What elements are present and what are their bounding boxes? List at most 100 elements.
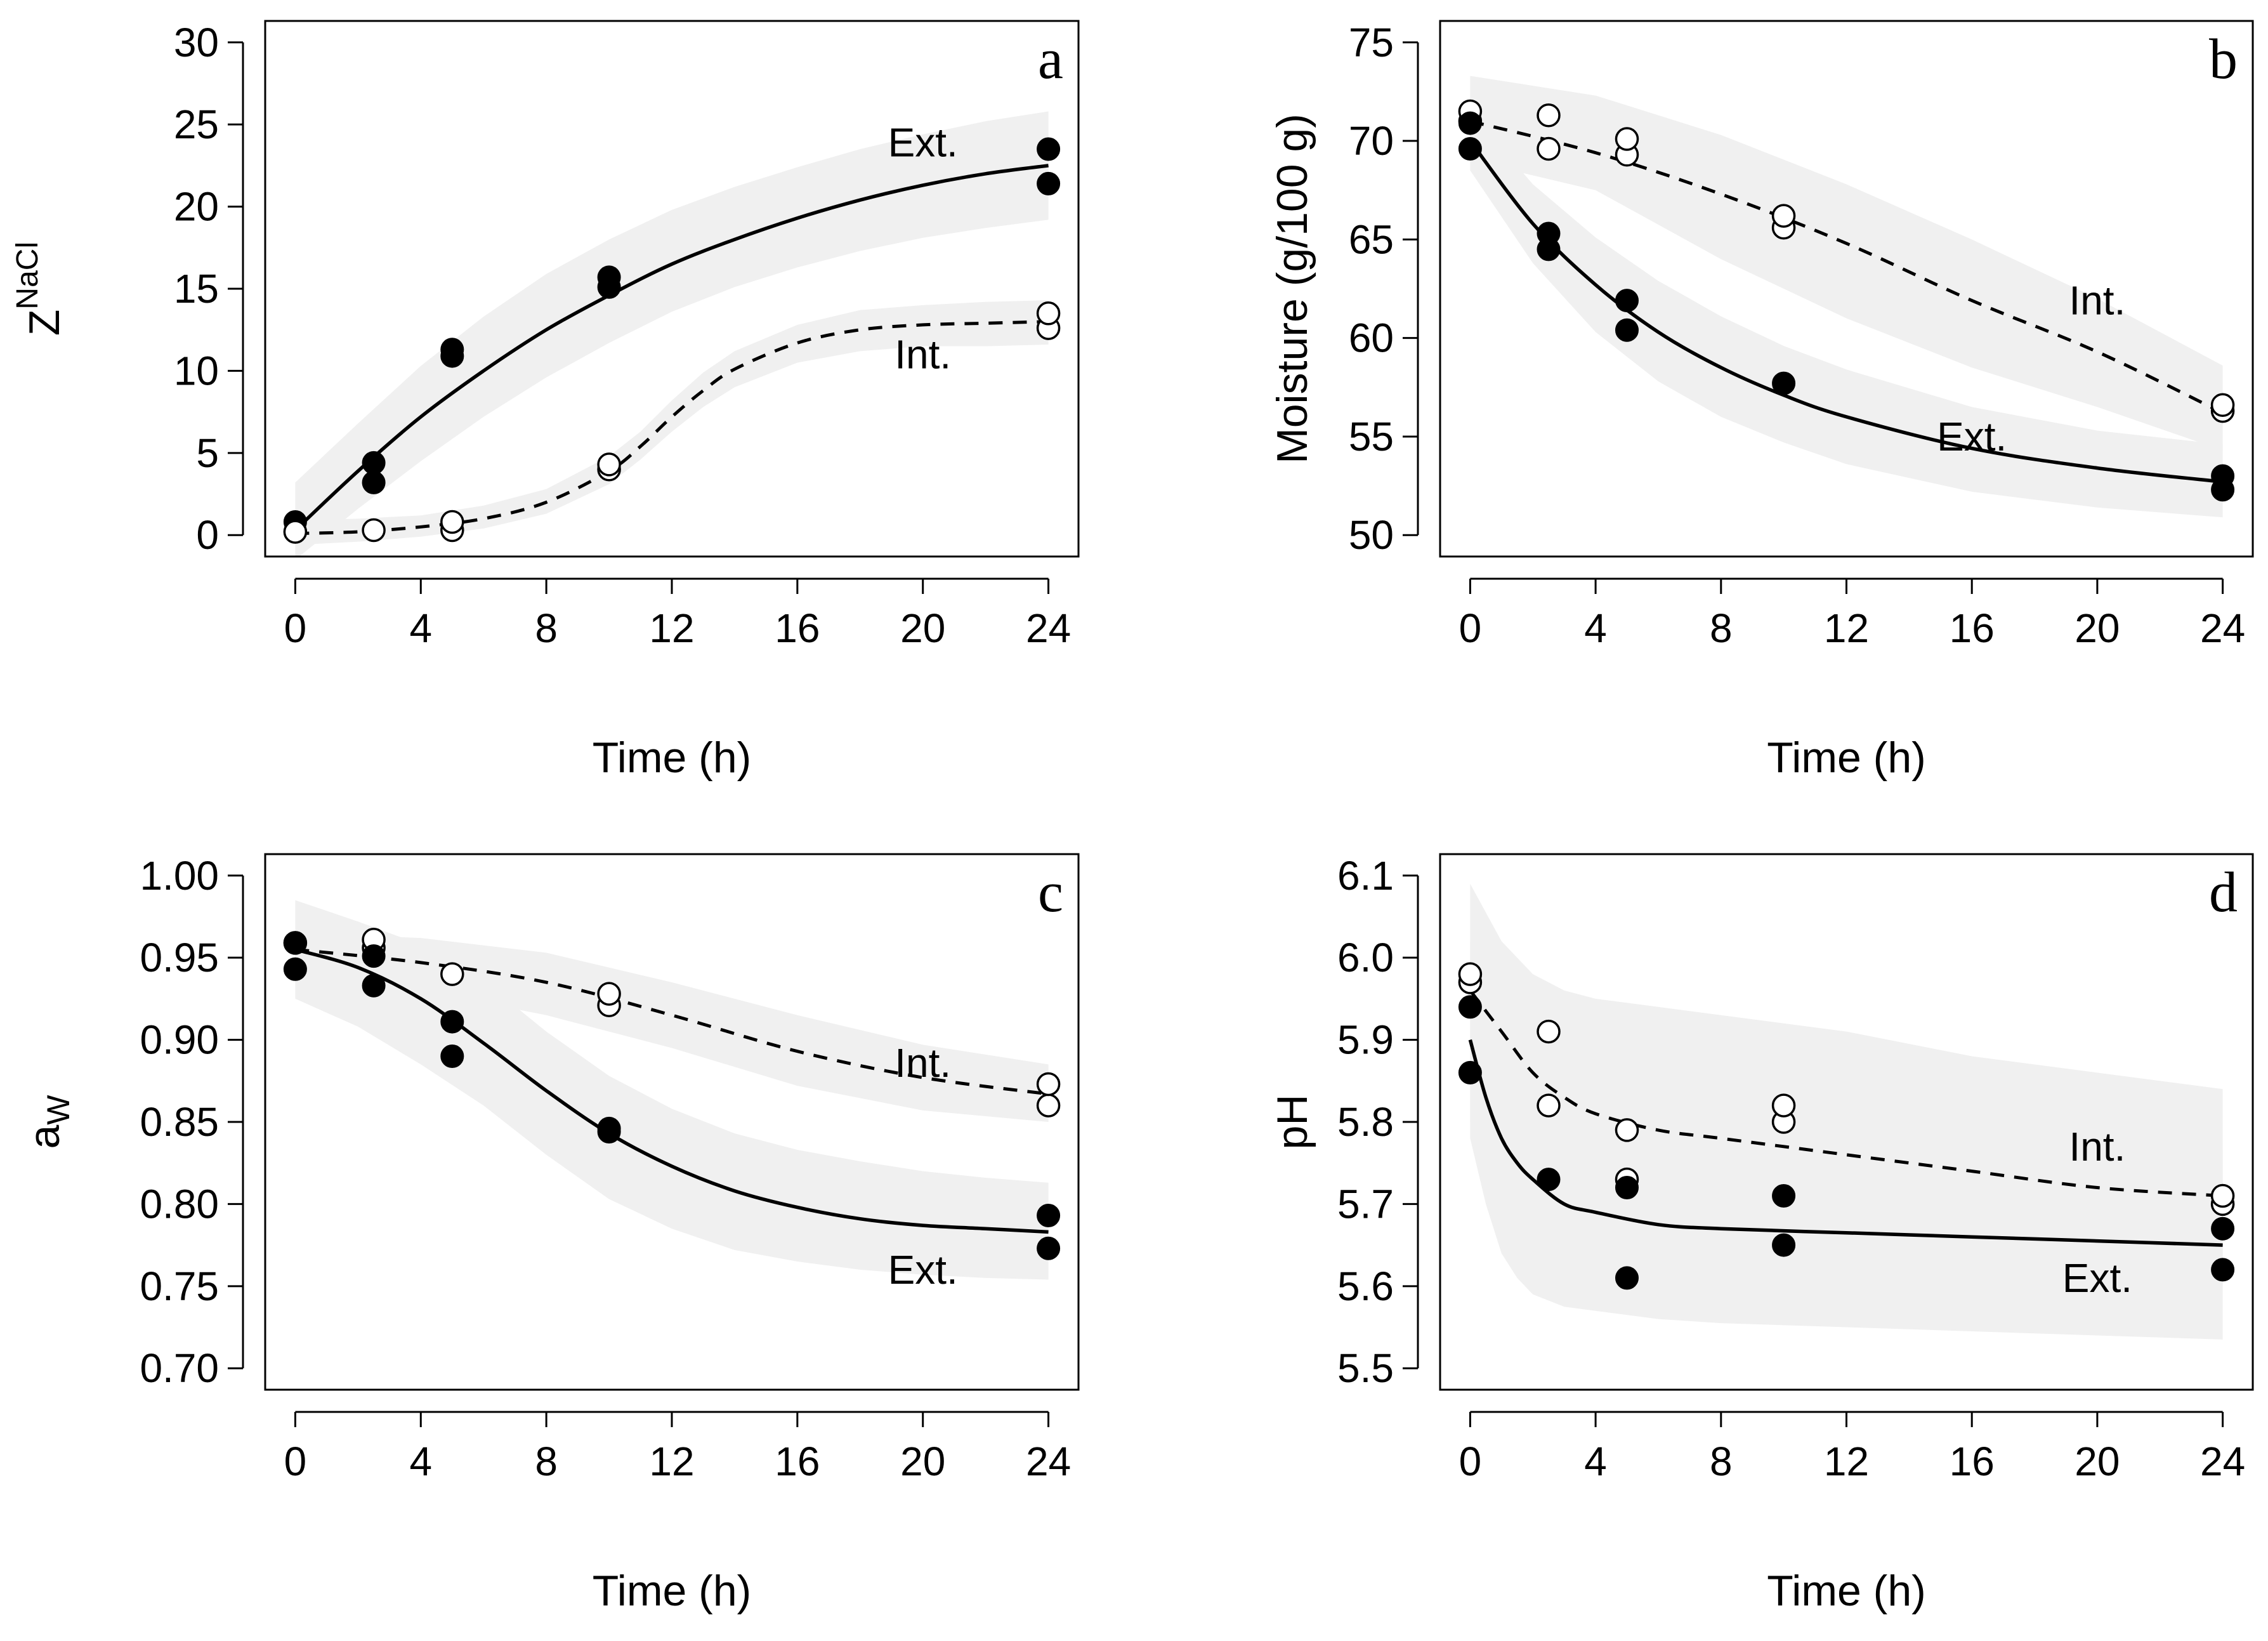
y-axis-title: pH	[1268, 1095, 1316, 1150]
y-tick-label: 6.0	[1337, 935, 1394, 980]
fit-curve-ext	[294, 947, 1049, 1234]
data-point-int	[1537, 136, 1561, 161]
data-point-ext	[1615, 318, 1639, 342]
data-point-ext	[440, 1010, 464, 1034]
data-point-ext	[2211, 1258, 2235, 1282]
x-tick-label: 16	[775, 1439, 820, 1484]
data-point-int	[2210, 393, 2235, 417]
data-point-int	[1615, 1118, 1639, 1142]
x-tick-label: 4	[1584, 1439, 1607, 1484]
y-tick-label: 65	[1349, 216, 1394, 262]
panel-c: 0 4 8 12 16 20 24 0.70 0.75 0.80 0.85 0.90 0.95 1.00 T…	[20, 853, 1080, 1615]
data-point-ext	[597, 1116, 621, 1140]
y-tick-label: 60	[1349, 315, 1394, 361]
x-tick-label: 12	[1824, 1439, 1869, 1484]
x-tick-label: 8	[1710, 1439, 1733, 1484]
panel-a: 0 4 8 12 16 20 24 0 5 10 15 20 25 30 Time (h) ZNaCl a Ext…	[11, 20, 1080, 782]
data-point-ext	[2211, 1216, 2235, 1241]
series-label-ext: Ext.	[888, 1247, 958, 1293]
y-tick-label: 0.80	[140, 1181, 219, 1227]
data-point-ext	[440, 1045, 464, 1068]
data-point-ext	[1037, 1204, 1061, 1227]
data-point-ext	[1772, 371, 1796, 395]
fit-curve-int	[295, 947, 1049, 1096]
y-tick-label: 20	[174, 184, 219, 230]
fit-curve-ext	[1468, 1039, 2223, 1247]
x-axis-title: Time (h)	[593, 734, 752, 782]
x-tick-label: 12	[1824, 605, 1869, 651]
data-point-ext	[1458, 995, 1482, 1019]
data-point-ext	[1458, 1060, 1482, 1084]
y-axis-title-main: a	[20, 1125, 69, 1149]
y-tick-label: 0.75	[140, 1263, 219, 1309]
y-tick-label: 75	[1349, 20, 1394, 65]
x-tick-label: 8	[535, 605, 558, 651]
x-tick-label: 8	[1710, 605, 1733, 651]
series-label-ext: Ext.	[1937, 414, 2007, 459]
y-axis-title: ZNaCl	[11, 242, 69, 336]
y-tick-label: 15	[174, 266, 219, 312]
data-point-ext	[1458, 111, 1482, 135]
data-point-ext	[440, 338, 464, 362]
y-axis-title-main: Moisture (g/100 g)	[1268, 114, 1316, 464]
data-point-int	[597, 452, 621, 477]
data-point-int	[440, 510, 464, 534]
plot-frame	[264, 20, 1080, 558]
y-tick-label: 0	[196, 512, 219, 558]
x-tick-label: 12	[649, 1439, 694, 1484]
x-tick-label: 4	[1584, 605, 1607, 651]
y-axis-title-superscript: NaCl	[11, 242, 44, 310]
fit-curve-ext	[294, 164, 1049, 532]
y-tick-label: 0.85	[140, 1099, 219, 1145]
x-tick-label: 20	[900, 605, 945, 651]
x-tick-label: 24	[1026, 1439, 1071, 1484]
fit-curve-int	[1469, 989, 2223, 1197]
x-tick-label: 0	[284, 605, 307, 651]
x-tick-label: 20	[900, 1439, 945, 1484]
series-label-int: Int.	[2069, 278, 2125, 324]
plot-area	[1468, 883, 2223, 1340]
confidence-band-int	[1470, 76, 2223, 451]
fit-curve-int	[295, 320, 1049, 536]
series-label-ext: Ext.	[888, 120, 958, 166]
data-point-ext	[1615, 1266, 1639, 1290]
y-tick-label: 1.00	[140, 853, 219, 899]
x-tick-label: 4	[409, 605, 432, 651]
x-tick-label: 24	[2200, 605, 2245, 651]
data-point-ext	[1537, 221, 1561, 246]
data-point-ext	[1772, 1233, 1796, 1257]
data-point-ext	[2211, 464, 2235, 488]
x-tick-label: 0	[1459, 1439, 1482, 1484]
confidence-band-int	[295, 933, 1049, 1122]
fit-curve-ext	[1469, 140, 2223, 484]
data-point-int	[1036, 1072, 1061, 1097]
data-point-int	[1771, 204, 1796, 228]
y-tick-label: 5.7	[1337, 1181, 1394, 1227]
confidence-band-ext	[295, 111, 1049, 557]
x-tick-label: 0	[1459, 605, 1482, 651]
panel-letter: a	[1038, 28, 1063, 91]
data-point-int	[440, 962, 464, 986]
y-tick-label: 0.70	[140, 1345, 219, 1391]
y-tick-label: 55	[1349, 414, 1394, 459]
x-tick-label: 20	[2075, 605, 2120, 651]
data-point-int	[362, 518, 386, 543]
data-point-int	[1537, 1093, 1561, 1117]
data-point-ext	[1772, 1184, 1796, 1208]
y-tick-label: 5.6	[1337, 1263, 1394, 1309]
x-tick-label: 24	[1026, 605, 1071, 651]
confidence-band-int	[295, 300, 1049, 545]
data-point-ext	[1037, 137, 1061, 161]
data-point-int	[2210, 1183, 2235, 1208]
series-label-int: Int.	[2069, 1124, 2125, 1170]
data-point-ext	[283, 931, 307, 955]
panel-letter: d	[2209, 861, 2238, 924]
data-point-int	[1615, 127, 1639, 151]
y-tick-label: 50	[1349, 512, 1394, 558]
data-point-int	[597, 982, 621, 1006]
plot-frame	[1439, 853, 2254, 1391]
x-tick-label: 20	[2075, 1439, 2120, 1484]
data-point-ext	[1037, 171, 1061, 195]
x-tick-label: 16	[1950, 605, 1995, 651]
